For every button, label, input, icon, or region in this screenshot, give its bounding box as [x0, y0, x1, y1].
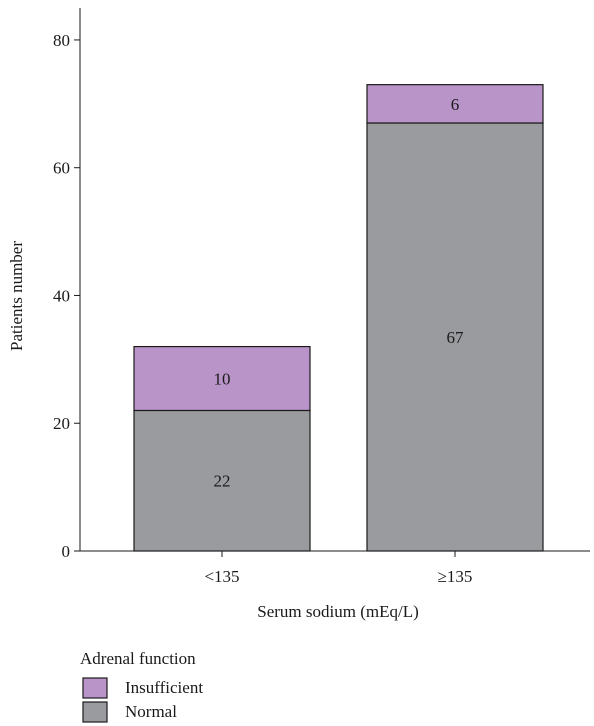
y-tick-label: 60	[53, 159, 70, 178]
legend-swatch-normal	[82, 701, 108, 723]
y-tick-label: 80	[53, 31, 70, 50]
x-axis-title: Serum sodium (mEq/L)	[257, 602, 418, 621]
legend-swatch-insufficient	[82, 677, 108, 699]
chart-bars	[133, 84, 544, 552]
bar-value-label: 22	[214, 472, 231, 491]
bar-value-label: 6	[451, 95, 460, 114]
bar-normal	[366, 122, 544, 552]
bar-value-label: 10	[214, 370, 231, 389]
bar-insufficient	[133, 345, 311, 412]
y-tick-label: 40	[53, 286, 70, 305]
legend-title: Adrenal function	[80, 649, 196, 668]
bar-value-label: 67	[447, 328, 465, 347]
chart-bar-labels: 22 10 67 6	[214, 95, 465, 491]
bar-insufficient	[366, 84, 544, 124]
x-tick-label: ≥135	[438, 567, 473, 586]
y-axis-title: Patients number	[7, 241, 26, 351]
legend: Adrenal function Insufficient Normal	[80, 649, 203, 723]
y-tick-label: 20	[53, 414, 70, 433]
x-tick-label: <135	[204, 567, 239, 586]
bar-normal	[133, 409, 311, 552]
legend-label-insufficient: Insufficient	[125, 678, 203, 697]
legend-label-normal: Normal	[125, 702, 177, 721]
y-tick-label: 0	[62, 542, 71, 561]
